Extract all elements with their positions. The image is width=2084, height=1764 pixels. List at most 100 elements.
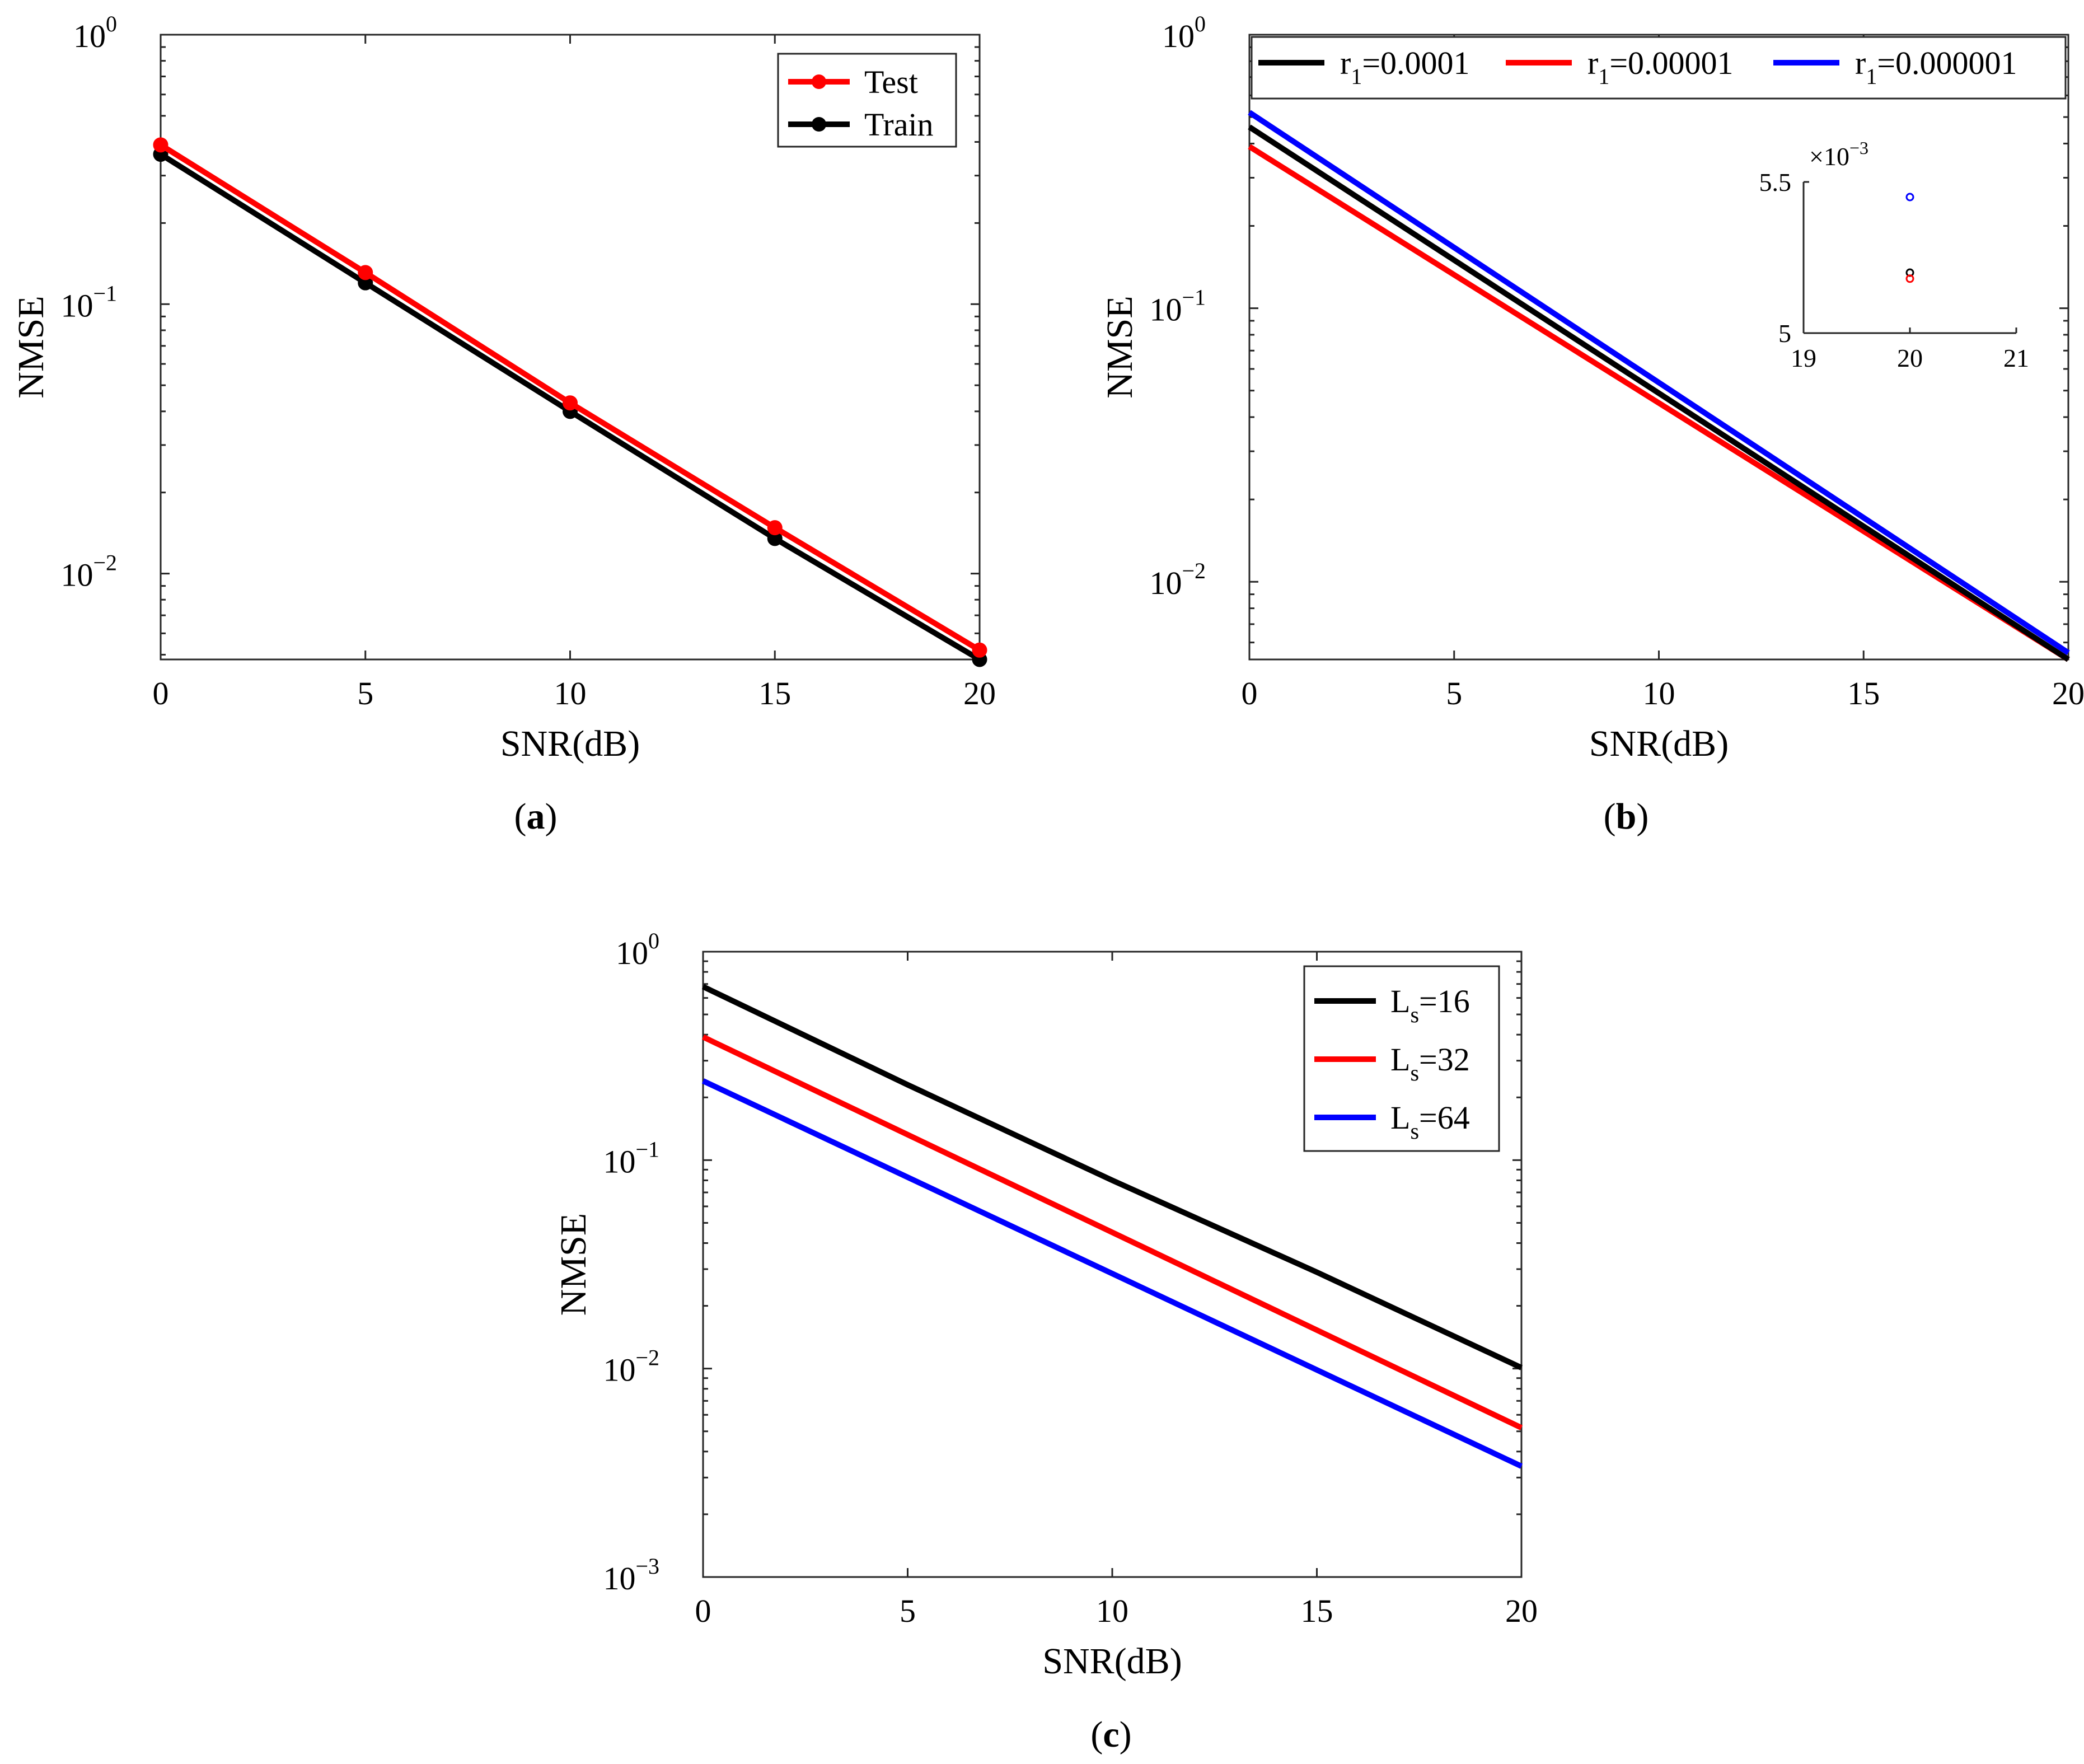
data-point	[767, 520, 783, 536]
inset-exponent-prefix: ×10	[1809, 142, 1849, 171]
y-tick-label: 100	[1162, 11, 1206, 54]
panel-caption: (c)	[1090, 1714, 1131, 1755]
inset-point	[1905, 274, 1914, 283]
caption-letter: a	[527, 796, 545, 837]
caption-close: )	[1120, 1714, 1132, 1755]
legend-label: Ls=32	[1390, 1041, 1470, 1085]
y-tick-label: 10−1	[603, 1136, 659, 1180]
inset-y-tick-label: 5.5	[1759, 168, 1792, 196]
data-point	[972, 642, 987, 658]
legend-label: r1=0.000001	[1855, 45, 2017, 89]
inset-exponent-power: −3	[1849, 138, 1868, 158]
y-tick-exponent: 0	[106, 11, 117, 36]
inset-x-tick-label: 20	[1897, 344, 1923, 372]
x-axis-label: SNR(dB)	[1589, 723, 1729, 764]
legend-label-rest: =0.000001	[1877, 45, 2017, 81]
x-tick-label: 0	[153, 675, 169, 712]
y-tick-base: 10	[60, 287, 93, 324]
caption-open: (	[1604, 796, 1616, 837]
y-tick-exponent: −2	[93, 550, 117, 575]
series-line-ls-32	[701, 1034, 1523, 1430]
inset-x-tick-label: 21	[2003, 344, 2029, 372]
x-tick-label: 20	[963, 675, 996, 712]
y-tick-exponent: −1	[1182, 285, 1206, 310]
legend-label-rest: =0.0001	[1362, 45, 1469, 81]
legend-marker	[812, 74, 826, 89]
caption-close: )	[545, 796, 558, 837]
legend-label-sub: 1	[1598, 64, 1609, 89]
y-tick-exponent: −2	[635, 1345, 659, 1370]
x-tick-label: 5	[357, 675, 373, 712]
panel-caption: (b)	[1604, 796, 1649, 837]
legend-box	[777, 53, 957, 148]
y-tick-exponent: −2	[1182, 558, 1206, 583]
series-group	[153, 137, 987, 667]
panel-a: 0 5 10 15 2010010−110−2SNR(dB)NMSE(a)TestTra…	[11, 11, 996, 837]
plot-area	[1248, 34, 2069, 661]
caption-close: )	[1636, 796, 1649, 837]
y-tick-exponent: −1	[635, 1136, 659, 1162]
y-tick-label: 100	[73, 11, 117, 54]
legend-label: Ls=64	[1390, 1099, 1470, 1144]
y-tick-label: 10−1	[60, 280, 117, 324]
y-tick-base: 10	[1162, 18, 1195, 54]
data-point	[563, 395, 578, 411]
legend-label-base: r	[1855, 45, 1866, 81]
legend-label-rest: =64	[1419, 1099, 1470, 1136]
x-tick-label: 10	[554, 675, 587, 712]
y-axis-label: NMSE	[553, 1213, 594, 1316]
inset-exponent-label: ×10−3	[1809, 138, 1868, 171]
y-tick-base: 10	[616, 935, 648, 971]
legend-label-sub: s	[1410, 1060, 1419, 1085]
x-tick-label: 0	[1242, 675, 1258, 712]
legend-label: Test	[864, 64, 918, 100]
legend-label-sub: 1	[1866, 64, 1877, 89]
series-group	[1248, 110, 2070, 662]
x-axis-label: SNR(dB)	[500, 723, 640, 764]
y-tick-exponent: 0	[648, 928, 659, 953]
x-tick-label: 5	[900, 1593, 916, 1629]
x-tick-label: 20	[2052, 675, 2084, 712]
legend-label-rest: =0.00001	[1609, 45, 1733, 81]
y-tick-base: 10	[73, 18, 106, 54]
data-point	[358, 265, 373, 280]
y-tick-label: 10−2	[1149, 558, 1206, 601]
y-tick-label: 100	[616, 928, 659, 971]
caption-letter: c	[1103, 1714, 1119, 1755]
x-tick-label: 10	[1096, 1593, 1128, 1629]
y-tick-base: 10	[1149, 565, 1182, 601]
legend-label-sub: s	[1410, 1002, 1419, 1027]
legend-label-base: r	[1340, 45, 1351, 81]
y-tick-exponent: 0	[1195, 11, 1206, 36]
legend-label-base: L	[1390, 983, 1410, 1019]
legend-label-base: r	[1587, 45, 1598, 81]
y-tick-base: 10	[1149, 292, 1182, 328]
x-tick-label: 0	[695, 1593, 711, 1629]
x-axis-label: SNR(dB)	[1042, 1641, 1182, 1682]
data-point	[153, 137, 168, 153]
legend-box	[1251, 36, 2067, 100]
x-tick-label: 10	[1643, 675, 1675, 712]
x-tick-label: 5	[1446, 675, 1462, 712]
legend-label: Train	[864, 106, 934, 143]
y-tick-label: 10−3	[603, 1554, 659, 1597]
x-tick-label: 20	[1505, 1593, 1538, 1629]
x-tick-label: 15	[1301, 1593, 1333, 1629]
legend-label: Ls=16	[1390, 983, 1470, 1027]
y-axis-label: NMSE	[11, 296, 51, 398]
legend-label-rest: =32	[1419, 1041, 1470, 1078]
caption-open: (	[1090, 1714, 1103, 1755]
legend: Test Train	[777, 53, 957, 148]
series-line-ls-16	[701, 984, 1523, 1370]
y-tick-label: 10−1	[1149, 285, 1206, 328]
inset-chart: 19 20 21 5 5.5 ×10−3	[1759, 138, 2030, 372]
y-tick-base: 10	[603, 1143, 635, 1180]
y-tick-exponent: −1	[93, 280, 117, 306]
y-tick-base: 10	[603, 1352, 635, 1388]
panel-caption: (a)	[514, 796, 558, 837]
legend-label: r1=0.0001	[1340, 45, 1470, 89]
caption-letter: b	[1616, 796, 1637, 837]
legend-label-sub: 1	[1351, 64, 1362, 89]
